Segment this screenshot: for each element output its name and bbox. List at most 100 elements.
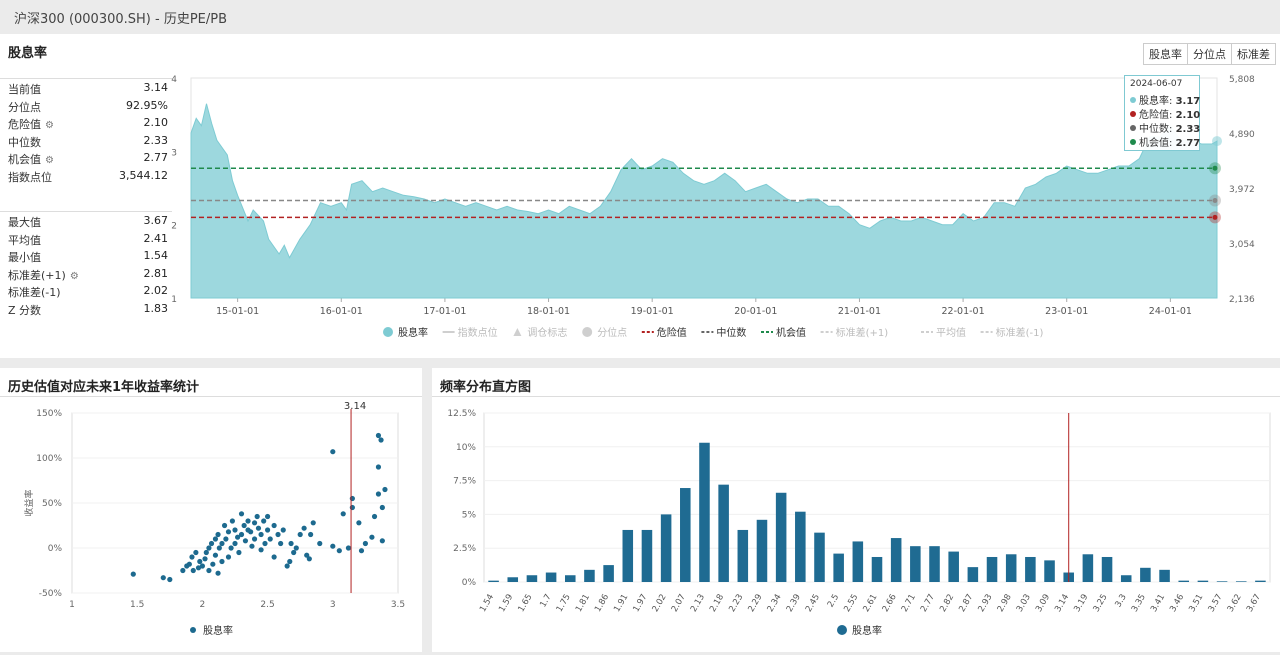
btn-percentile[interactable]: 分位点 [1187,43,1232,65]
histogram-bar [986,556,998,582]
x-tick-label: 1.59 [497,593,515,614]
x-tick-label: 3.46 [1168,593,1186,614]
histogram-chart: 0%2.5%5%7.5%10%12.5%1.54 1.59 1.65 1.7 1.75 1… [447,409,1271,637]
histogram-bar [1197,580,1209,582]
scatter-point [291,549,297,556]
x-tick-label: 1.86 [593,593,611,614]
settings-gear-icon[interactable]: ⚙ [69,270,79,282]
x-tick-label: 3 [330,600,336,610]
x-tick-label: 17-01-01 [423,306,466,317]
legend-item[interactable]: 股息率 [837,624,882,637]
scatter-point [225,554,232,560]
legend-dot-icon [837,625,847,635]
histogram-bar [833,553,844,582]
histogram-bar [852,541,864,582]
legend-label: 股息率 [398,326,428,339]
y-tick-label: -50% [39,589,63,599]
y2-tick-label: 2,136 [1229,295,1255,305]
tooltip-row: 机会值: 2.77 [1130,134,1200,149]
histogram-bar [1235,581,1247,582]
btn-dividend-yield[interactable]: 股息率 [1143,43,1188,65]
legend-item[interactable]: 机会值 [761,326,806,339]
legend-label: 中位数 [716,326,746,339]
legend-item[interactable]: 标准差(+1) [820,326,889,339]
stats-divider [0,78,172,79]
x-tick-label: 20-01-01 [734,306,777,317]
median-line-marker-dot [1212,197,1218,203]
stat-row: Z 分数 1.83 [0,300,178,318]
legend-label: 股息率 [203,624,233,637]
scatter-point [245,518,251,524]
histogram-bar [1140,567,1151,582]
settings-gear-icon[interactable]: ⚙ [45,120,54,131]
y-tick-label: 12.5% [447,409,476,419]
tooltip-row: 股息率: 3.17 [1130,92,1200,107]
window-titlebar: 沪深300 (000300.SH) - 历史PE/PB [0,0,1280,34]
stat-value: 1.54 [143,249,169,262]
stat-label: 最小值 [8,251,41,264]
scatter-point [219,558,225,565]
scatter-point [271,554,277,560]
dividend-yield-panel: 股息率 股息率 分位点 标准差 当前值 3.14 分位点 92.95% 危险值 ⚙ 2.10… [0,34,1280,358]
scatter-point [254,513,260,520]
x-tick-label: 3.25 [1092,593,1110,614]
legend-item[interactable]: 标准差(-1) [980,326,1044,339]
legend-item[interactable]: 指数点位 [442,326,498,339]
panel-divider [0,396,422,397]
stat-row: 当前值 3.14 [0,79,178,97]
stat-row: 分位点 92.95% [0,97,178,115]
scatter-point [265,513,271,520]
y-tick-label: 10% [456,443,476,453]
scatter-point [317,540,323,547]
metric-switcher: 股息率 分位点 标准差 [1143,43,1276,65]
legend-item[interactable]: 分位点 [582,326,627,339]
legend-label: 标准差(+1) [836,326,889,339]
scatter-point [167,576,173,583]
stat-row: 最小值 1.54 [0,247,178,265]
histogram-panel: 频率分布直方图 0% 2.5% 5% 7.5% 10% 12.5% 1.54 1.59 1.65… [432,368,1280,652]
legend-item[interactable]: 平均值 [921,326,966,339]
histogram-bar [871,556,883,582]
x-tick-label: 3.03 [1015,593,1033,614]
y-tick-label: 150% [36,409,62,419]
y-tick-label: 0% [48,544,63,554]
scatter-point [251,520,258,526]
histogram-bar [603,565,614,582]
current-point-marker [1212,136,1222,147]
stat-value: 2.77 [143,151,169,164]
stat-value: 2.81 [143,266,169,280]
x-tick-label: 2.34 [766,593,784,614]
x-tick-label: 3.5 [391,600,405,610]
legend-item[interactable]: 中位数 [701,326,746,339]
scatter-point [223,536,229,542]
legend-item[interactable]: 调仓标志 [513,326,567,339]
scatter-point [235,534,241,540]
x-tick-label: 2.5 [826,593,841,610]
legend-item[interactable]: 股息率 [190,624,233,637]
histogram-bar [795,511,806,582]
scatter-point [195,565,202,571]
y-axis-label: 收益率 [23,489,35,516]
x-tick-label: 2.02 [651,593,669,614]
legend-label: 平均值 [936,326,966,339]
x-tick-label: 2 [200,600,206,610]
y-tick-label: 100% [36,454,62,464]
settings-gear-icon[interactable]: ⚙ [45,155,54,166]
scatter-point [304,552,310,558]
scatter-point [130,571,136,577]
legend-item[interactable]: 危险值 [641,326,687,339]
scatter-point [287,558,293,565]
stat-label: 机会值 ⚙ [8,153,54,166]
scatter-point [356,520,362,526]
x-tick-label: 2.39 [785,593,803,614]
scatter-point [278,540,284,547]
panel-title: 历史估值对应未来1年收益率统计 [8,380,200,395]
scatter-point [210,561,216,567]
chart-tooltip: 2024-06-07 股息率: 3.17 危险值: 2.10 中位数: 2.33… [1124,75,1200,151]
y2-tick-label: 5,808 [1229,75,1255,85]
scatter-point [378,437,384,443]
panel-title: 股息率 [8,46,48,61]
btn-stddev[interactable]: 标准差 [1231,43,1276,65]
x-tick-label: 1.5 [130,600,144,610]
legend-item[interactable]: 股息率 [383,326,428,339]
